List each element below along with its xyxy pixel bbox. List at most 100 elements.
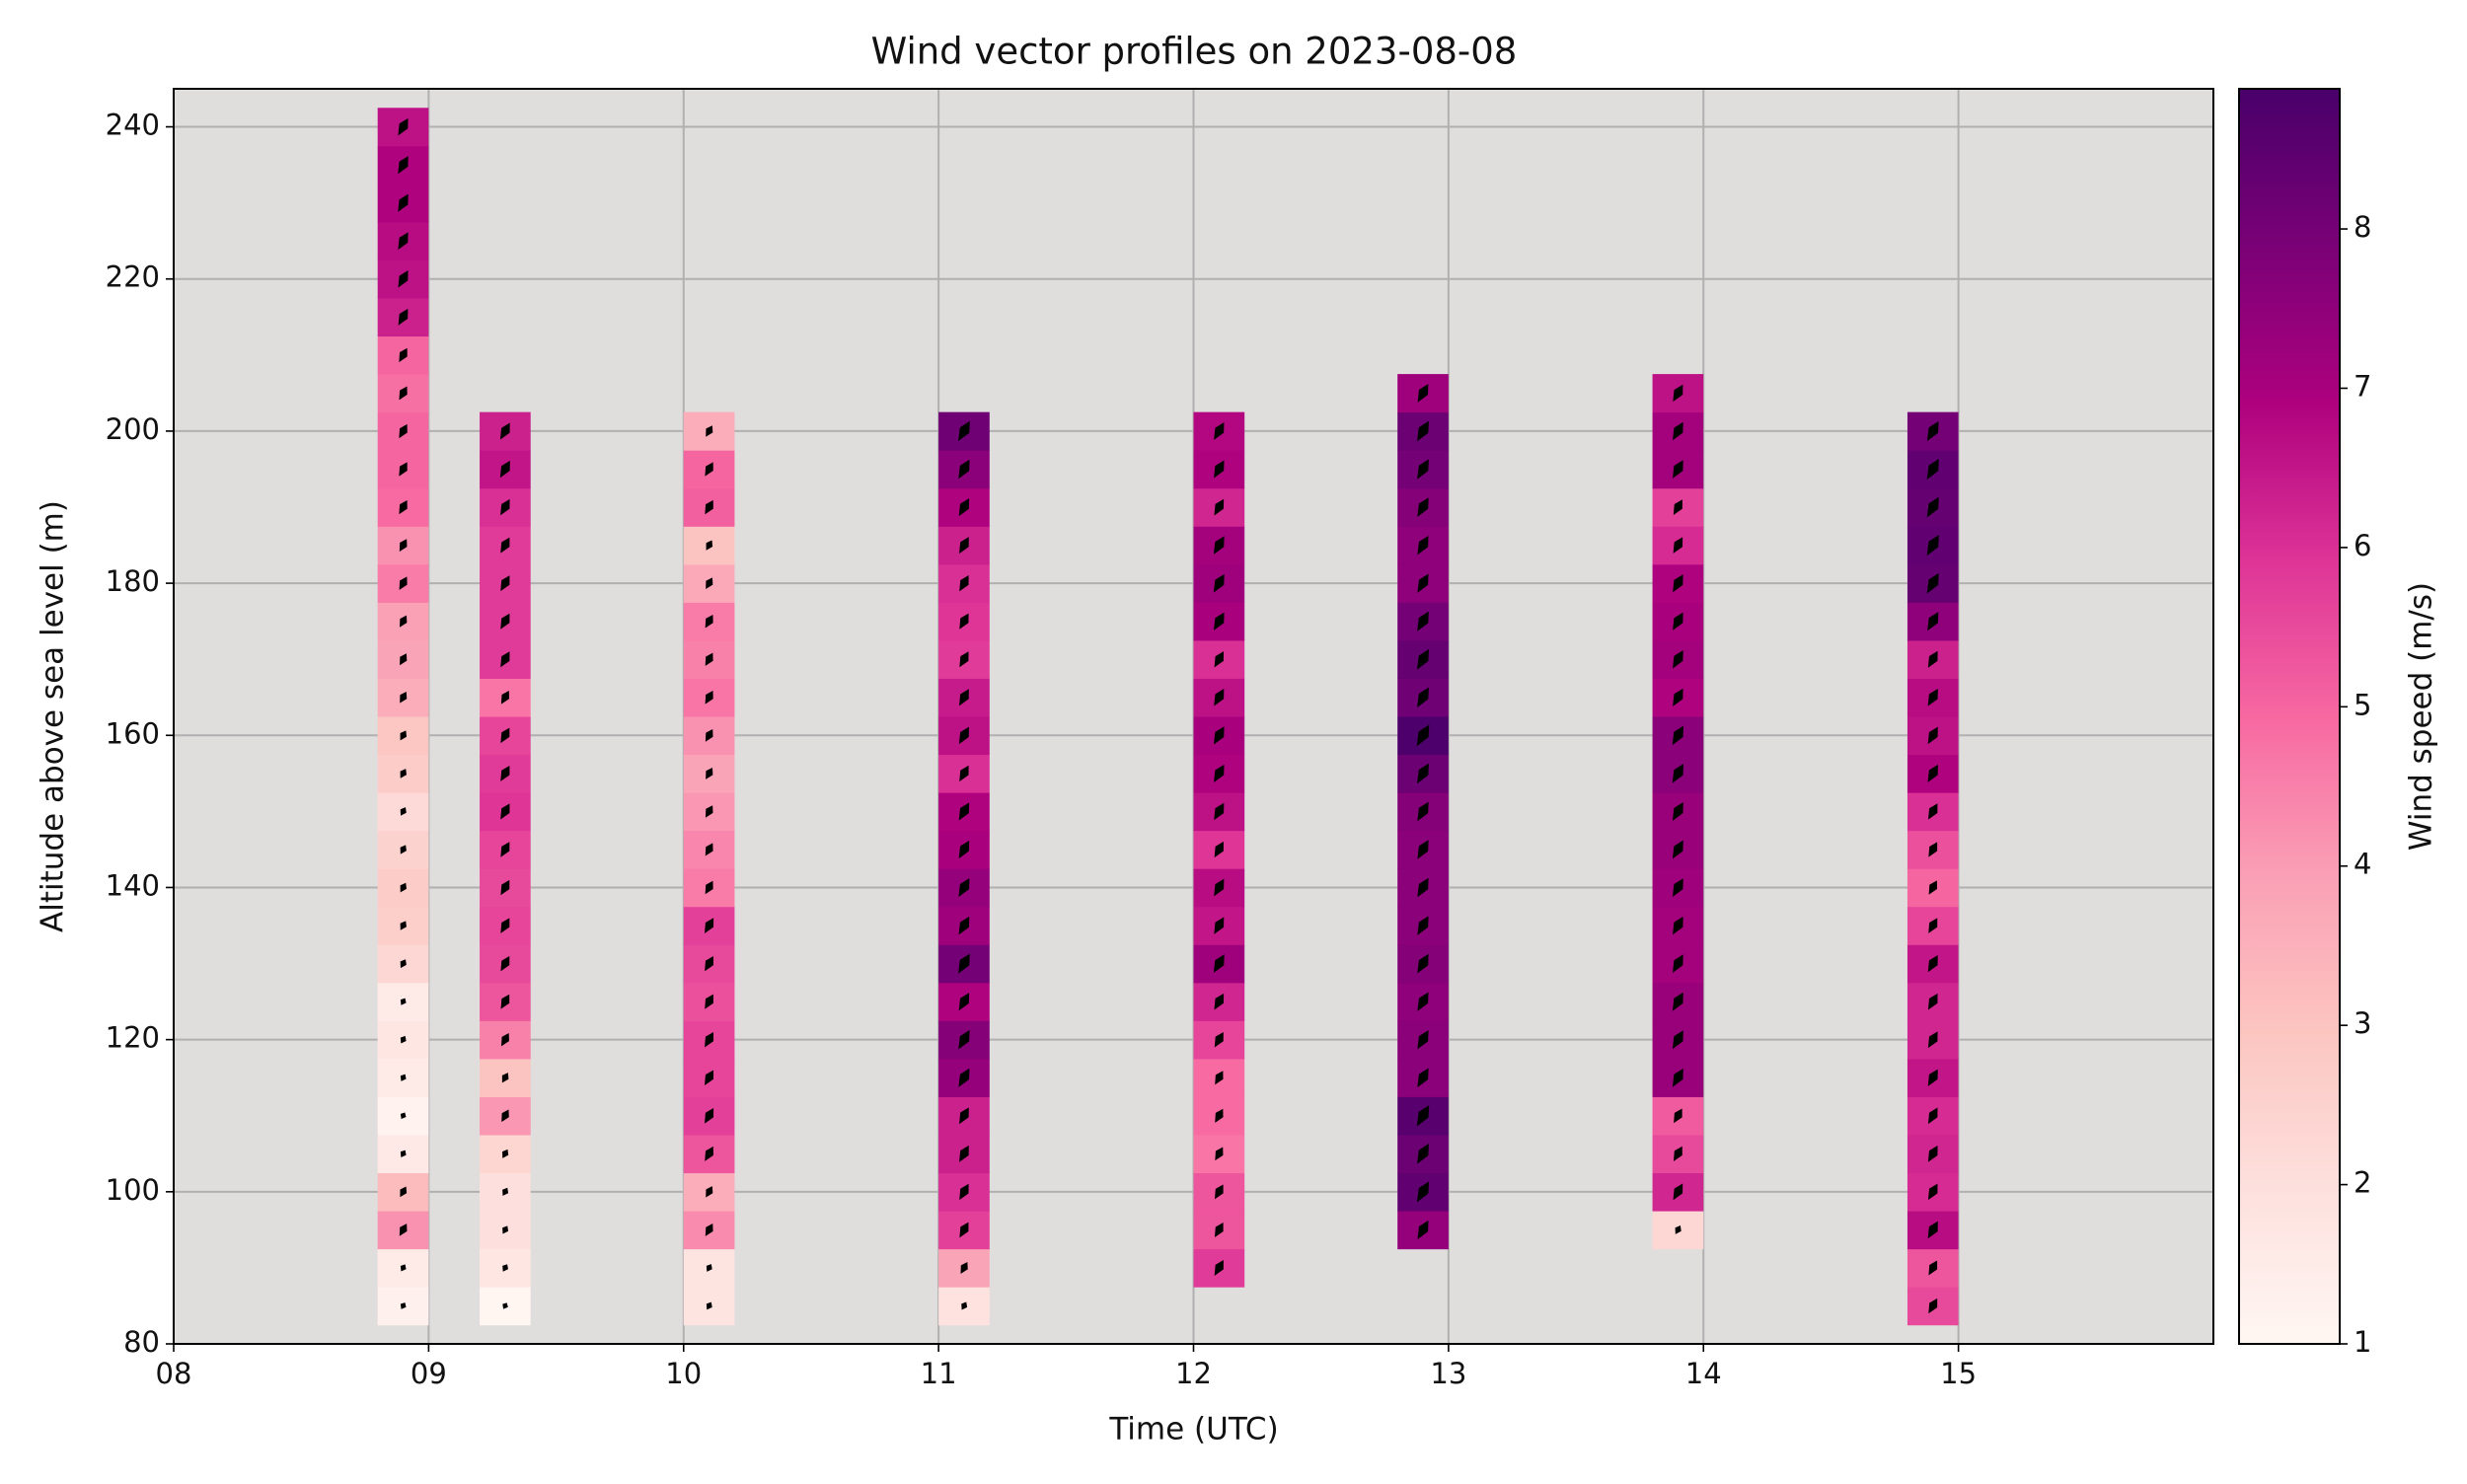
wind-arrow bbox=[398, 232, 409, 251]
wind-arrow bbox=[1213, 612, 1225, 631]
wind-arrow bbox=[960, 1262, 968, 1274]
wind-arrow bbox=[400, 959, 407, 969]
wind-arrow bbox=[705, 1146, 713, 1161]
colorbar-tick-label: 3 bbox=[2354, 1006, 2371, 1040]
wind-arrow bbox=[1214, 651, 1225, 668]
wind-arrow bbox=[1928, 803, 1938, 820]
wind-arrow bbox=[1673, 1146, 1682, 1162]
wind-arrow bbox=[1417, 1068, 1429, 1088]
wind-arrow bbox=[399, 539, 408, 552]
y-tick-label: 120 bbox=[106, 1021, 160, 1055]
wind-arrow bbox=[1928, 842, 1938, 857]
wind-arrow bbox=[1672, 840, 1683, 859]
wind-arrow bbox=[1927, 1069, 1938, 1086]
wind-arrow bbox=[1927, 1183, 1938, 1201]
wind-arrow bbox=[1215, 1071, 1224, 1085]
wind-arrow bbox=[1672, 992, 1683, 1011]
wind-arrow bbox=[1417, 687, 1429, 708]
y-tick-label: 220 bbox=[106, 260, 160, 294]
wind-arrow bbox=[398, 117, 409, 136]
x-tick-label: 12 bbox=[1175, 1357, 1212, 1390]
wind-arrow bbox=[400, 1264, 407, 1272]
wind-arrow bbox=[1926, 496, 1939, 518]
wind-arrow bbox=[500, 613, 510, 630]
wind-arrow bbox=[959, 765, 969, 782]
wind-arrow bbox=[500, 955, 510, 972]
wind-arrow bbox=[1673, 954, 1683, 973]
wind-arrow bbox=[399, 576, 408, 590]
colorbar-tick-label: 5 bbox=[2354, 688, 2371, 721]
plot-frame bbox=[173, 88, 2214, 1345]
wind-arrow bbox=[705, 1070, 714, 1086]
wind-arrow bbox=[1417, 1220, 1429, 1240]
wind-arrow bbox=[400, 1186, 408, 1198]
wind-arrow bbox=[1417, 1029, 1429, 1050]
wind-arrow bbox=[1417, 953, 1429, 974]
wind-arrow bbox=[1214, 1184, 1224, 1200]
wind-arrow bbox=[1673, 384, 1683, 403]
wind-arrow bbox=[1927, 954, 1938, 973]
wind-arrow bbox=[1673, 688, 1683, 706]
wind-arrow bbox=[958, 1068, 970, 1087]
wind-arrow bbox=[1213, 536, 1225, 555]
wind-arrow bbox=[705, 690, 713, 705]
wind-arrow bbox=[1927, 764, 1938, 782]
wind-arrow bbox=[1417, 840, 1429, 859]
wind-arrow bbox=[1214, 1222, 1224, 1237]
wind-arrow bbox=[500, 727, 510, 744]
wind-arrow bbox=[399, 347, 408, 363]
wind-arrow bbox=[1214, 498, 1225, 516]
wind-arrow bbox=[705, 843, 713, 856]
wind-arrow bbox=[1672, 725, 1683, 746]
wind-arrow bbox=[1673, 421, 1683, 441]
chart-title: Wind vector profiles on 2023-08-08 bbox=[871, 31, 1518, 73]
wind-arrow bbox=[958, 877, 970, 898]
wind-arrow bbox=[1417, 459, 1429, 480]
wind-arrow bbox=[500, 537, 510, 554]
wind-arrow bbox=[400, 807, 407, 816]
wind-arrow bbox=[1672, 802, 1683, 821]
wind-arrow bbox=[501, 1073, 509, 1083]
y-tick-label: 200 bbox=[106, 412, 160, 446]
colorbar-tick-label: 8 bbox=[2354, 210, 2371, 244]
wind-arrow bbox=[400, 1302, 407, 1309]
wind-arrow bbox=[500, 498, 510, 516]
wind-arrow bbox=[1927, 1221, 1938, 1239]
colorbar bbox=[2238, 88, 2341, 1345]
wind-arrow bbox=[1673, 650, 1683, 669]
colorbar-tick-label: 4 bbox=[2354, 848, 2371, 881]
wind-arrow bbox=[400, 845, 407, 854]
wind-arrow bbox=[1417, 384, 1429, 403]
wind-arrow bbox=[400, 998, 407, 1005]
wind-arrow bbox=[500, 842, 510, 857]
x-axis-label: Time (UTC) bbox=[1108, 1412, 1278, 1447]
wind-arrow bbox=[1417, 1144, 1429, 1164]
wind-arrow bbox=[1416, 724, 1430, 747]
wind-arrow bbox=[959, 1222, 969, 1238]
wind-arrow bbox=[502, 1302, 508, 1309]
wind-arrow bbox=[704, 1107, 714, 1124]
wind-arrow bbox=[400, 653, 408, 666]
wind-arrow bbox=[400, 882, 407, 893]
wind-arrow bbox=[959, 651, 969, 668]
wind-arrow bbox=[706, 1264, 712, 1272]
wind-arrow bbox=[959, 575, 969, 592]
colorbar-label: Wind speed (m/s) bbox=[2404, 582, 2439, 851]
wind-arrow bbox=[1214, 422, 1225, 440]
wind-arrow bbox=[500, 765, 510, 781]
wind-arrow bbox=[959, 1145, 969, 1162]
colorbar-tick-label: 7 bbox=[2354, 369, 2371, 403]
colorbar-tick-label: 2 bbox=[2354, 1166, 2371, 1200]
wind-arrow bbox=[1215, 1147, 1224, 1161]
wind-arrow bbox=[958, 689, 969, 706]
wind-arrow bbox=[1927, 1031, 1938, 1049]
wind-arrow bbox=[705, 1031, 714, 1048]
y-tick-label: 80 bbox=[123, 1325, 160, 1359]
wind-arrow bbox=[1417, 497, 1429, 517]
wind-arrow bbox=[400, 921, 407, 930]
wind-arrow bbox=[1214, 689, 1225, 706]
wind-arrow bbox=[1417, 611, 1429, 631]
wind-arrow bbox=[961, 1301, 968, 1310]
wind-arrow bbox=[705, 955, 713, 972]
y-tick-label: 180 bbox=[106, 564, 160, 598]
